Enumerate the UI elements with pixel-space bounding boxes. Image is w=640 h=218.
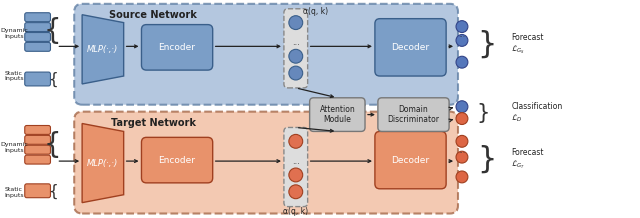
FancyBboxPatch shape — [25, 184, 51, 198]
Circle shape — [289, 49, 303, 63]
Text: Dynamic
Inputs: Dynamic Inputs — [0, 142, 28, 153]
Circle shape — [456, 113, 468, 124]
Polygon shape — [82, 124, 124, 203]
FancyBboxPatch shape — [141, 25, 212, 70]
Text: Static
Inputs: Static Inputs — [4, 187, 24, 198]
FancyBboxPatch shape — [25, 13, 51, 22]
Circle shape — [456, 56, 468, 68]
Polygon shape — [82, 15, 124, 84]
FancyBboxPatch shape — [25, 155, 51, 164]
Text: }: } — [477, 145, 496, 174]
FancyBboxPatch shape — [375, 19, 446, 76]
Circle shape — [289, 185, 303, 199]
FancyBboxPatch shape — [25, 145, 51, 154]
Circle shape — [289, 66, 303, 80]
FancyBboxPatch shape — [25, 126, 51, 134]
Text: Attention
Module: Attention Module — [319, 105, 355, 124]
Circle shape — [456, 135, 468, 147]
FancyBboxPatch shape — [74, 112, 458, 213]
Text: }: } — [477, 30, 496, 59]
FancyBboxPatch shape — [25, 135, 51, 144]
Text: Static
Inputs: Static Inputs — [4, 71, 24, 82]
Circle shape — [456, 101, 468, 113]
Text: ...: ... — [458, 146, 465, 155]
Text: Classification
$\mathcal{L}_{D}$: Classification $\mathcal{L}_{D}$ — [511, 102, 563, 124]
FancyBboxPatch shape — [25, 23, 51, 32]
FancyBboxPatch shape — [284, 9, 308, 88]
Text: Target Network: Target Network — [111, 118, 196, 128]
Text: Encoder: Encoder — [159, 156, 196, 165]
Text: Forecast
$\mathcal{L}_{G_S}$: Forecast $\mathcal{L}_{G_S}$ — [511, 33, 544, 56]
FancyBboxPatch shape — [74, 4, 458, 105]
Circle shape — [289, 134, 303, 148]
FancyBboxPatch shape — [375, 131, 446, 189]
Text: Domain
Discriminator: Domain Discriminator — [387, 105, 440, 124]
Text: Source Network: Source Network — [109, 10, 197, 20]
Text: Encoder: Encoder — [159, 43, 196, 52]
Text: Dynamic
Inputs: Dynamic Inputs — [0, 28, 28, 39]
Text: ...: ... — [292, 157, 300, 166]
FancyBboxPatch shape — [378, 98, 449, 131]
Text: α(q, k): α(q, k) — [284, 207, 308, 216]
FancyBboxPatch shape — [141, 137, 212, 183]
Text: {: { — [47, 184, 58, 199]
Text: Decoder: Decoder — [392, 43, 429, 52]
Text: α(q, k): α(q, k) — [303, 7, 328, 16]
Circle shape — [456, 171, 468, 183]
Circle shape — [456, 34, 468, 46]
Text: ...: ... — [458, 30, 465, 39]
Text: Forecast
$\mathcal{L}_{G_T}$: Forecast $\mathcal{L}_{G_T}$ — [511, 148, 544, 171]
FancyBboxPatch shape — [284, 128, 308, 207]
FancyBboxPatch shape — [25, 72, 51, 86]
FancyBboxPatch shape — [310, 98, 365, 131]
Text: {: { — [44, 17, 61, 44]
Text: MLP(·,·): MLP(·,·) — [87, 158, 118, 168]
Text: {: { — [47, 72, 58, 87]
Circle shape — [456, 151, 468, 163]
Text: }: } — [477, 103, 490, 123]
Text: {: { — [44, 131, 61, 159]
Circle shape — [456, 21, 468, 32]
Circle shape — [289, 16, 303, 30]
Text: ...: ... — [292, 38, 300, 47]
Text: MLP(·,·): MLP(·,·) — [87, 45, 118, 54]
FancyBboxPatch shape — [25, 43, 51, 51]
Circle shape — [289, 168, 303, 182]
Text: Decoder: Decoder — [392, 156, 429, 165]
FancyBboxPatch shape — [25, 32, 51, 41]
